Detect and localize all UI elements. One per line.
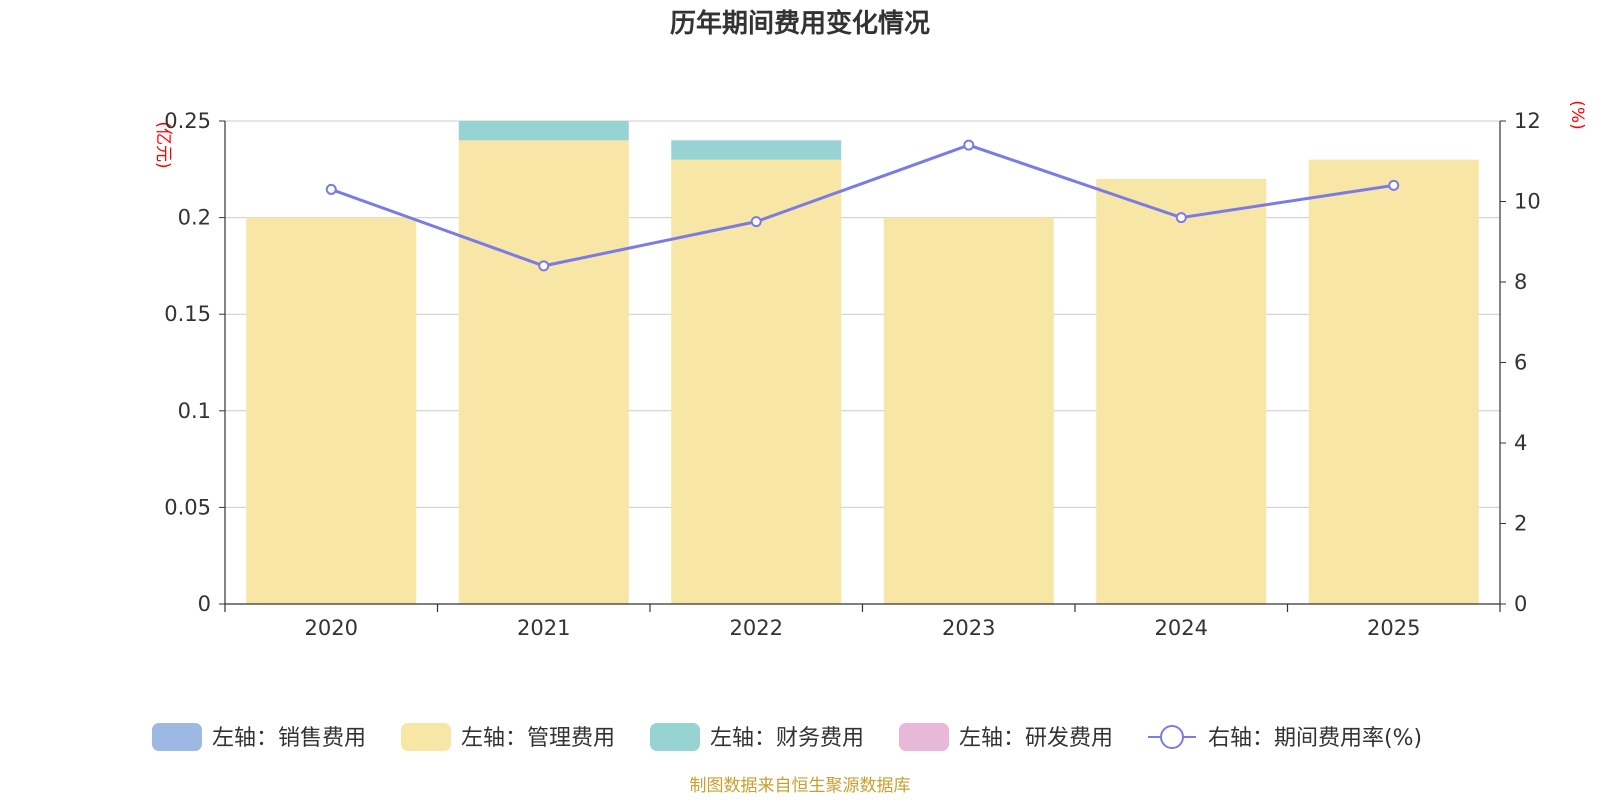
legend: 左轴：销售费用 左轴：管理费用 左轴：财务费用 左轴：研发费用 右轴：期间费用率(%) (152, 723, 1422, 751)
right-axis-tick-label: 2 (1514, 512, 1527, 536)
x-axis-tick-label: 2020 (305, 616, 358, 640)
x-axis-tick-label: 2024 (1155, 616, 1208, 640)
x-axis-tick-label: 2022 (730, 616, 783, 640)
legend-label: 左轴：销售费用 (212, 726, 366, 751)
bar-2020-左轴：管理费用 (246, 217, 417, 604)
bar-2023-左轴：管理费用 (883, 217, 1054, 604)
grid-lines (225, 120, 1500, 508)
left-axis-tick-label: 0 (198, 592, 211, 616)
right-axis-tick-label: 8 (1514, 270, 1527, 294)
legend-label: 左轴：财务费用 (710, 726, 864, 751)
x-axis-tick-label: 2023 (942, 616, 995, 640)
data-source-footer: 制图数据来自恒生聚源数据库 (690, 776, 911, 796)
rate-point-2025 (1388, 179, 1400, 191)
legend-label: 左轴：研发费用 (959, 726, 1113, 751)
right-axis-tick-label: 6 (1514, 351, 1527, 375)
rate-point-2022 (750, 216, 762, 228)
right-axis-tick-label: 4 (1514, 431, 1527, 455)
legend-swatch (650, 723, 700, 751)
axes: 0 0.05 0.1 0.15 0.2 0.25 0 2 4 6 8 10 12 2020 2021 2022… (164, 109, 1541, 640)
left-axis-tick-label: 0.25 (164, 109, 211, 133)
left-axis-unit: (亿元) (153, 121, 173, 168)
bar-2025-左轴：管理费用 (1308, 159, 1479, 604)
legend-label: 左轴：管理费用 (461, 726, 615, 751)
chart-title: 历年期间费用变化情况 (670, 8, 930, 39)
bar-2021-左轴：财务费用 (458, 121, 629, 141)
legend-swatch (401, 723, 451, 751)
rate-line (330, 143, 1394, 268)
right-axis-tick-label: 0 (1514, 592, 1527, 616)
x-axis-tick-label: 2025 (1367, 616, 1420, 640)
bar-2021-左轴：管理费用 (458, 140, 629, 604)
legend-marker-swatch (1160, 725, 1184, 749)
bar-layer (246, 121, 1479, 604)
legend-swatch (152, 723, 202, 751)
right-axis-unit: (%) (1567, 100, 1587, 129)
legend-label: 右轴：期间费用率(%) (1208, 726, 1422, 751)
x-axis-tick-label: 2021 (517, 616, 570, 640)
right-axis-tick-label: 12 (1514, 109, 1541, 133)
rate-point-2020 (325, 183, 337, 195)
rate-point-2024 (1175, 212, 1187, 224)
left-axis-tick-label: 0.2 (178, 206, 211, 230)
rate-point-2021 (538, 260, 550, 272)
legend-swatch (899, 723, 949, 751)
left-axis-tick-label: 0.15 (164, 302, 211, 326)
rate-point-2023 (963, 139, 975, 151)
left-axis-tick-label: 0.1 (178, 399, 211, 423)
bar-2022-左轴：财务费用 (671, 140, 842, 160)
line-layer (325, 139, 1400, 272)
right-axis-tick-label: 10 (1514, 190, 1541, 214)
bar-2024-左轴：管理费用 (1096, 178, 1267, 604)
left-axis-tick-label: 0.05 (164, 495, 211, 519)
